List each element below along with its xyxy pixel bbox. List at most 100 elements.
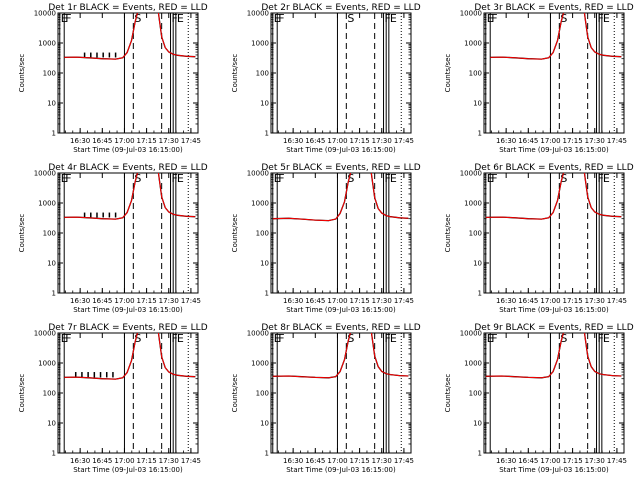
time-marker-label: F (278, 12, 284, 25)
time-marker-label: F (385, 332, 391, 345)
x-tick-label: 16:45 (305, 457, 325, 465)
chart-title: Det 7r BLACK = Events, RED = LLD (48, 323, 207, 333)
x-tick-label: 17:45 (394, 297, 414, 305)
plot-frame (270, 12, 412, 134)
x-tick-label: 16:30 (496, 297, 516, 305)
time-marker-label: F (598, 172, 604, 185)
time-marker-label: F (172, 12, 178, 25)
y-tick-label: 100 (256, 230, 269, 238)
time-marker-label: S (134, 12, 141, 25)
x-tick-label: 16:30 (283, 297, 303, 305)
x-tick-label: 17:30 (372, 137, 392, 145)
y-tick-label: 10000 (247, 170, 269, 178)
y-tick-label: 1 (52, 290, 56, 298)
y-tick-label: 1000 (38, 200, 56, 208)
time-marker-label: E (603, 172, 610, 185)
y-tick-label: 1 (52, 450, 56, 458)
x-tick-label: 17:15 (137, 297, 157, 305)
x-axis-label: Start Time (09-Jul-03 16:15:00) (286, 466, 396, 474)
y-tick-label: 100 (256, 70, 269, 78)
x-tick-label: 17:45 (394, 457, 414, 465)
time-marker-label: F (491, 12, 497, 25)
x-tick-label: 17:00 (114, 137, 134, 145)
x-tick-label: 17:00 (114, 297, 134, 305)
x-tick-label: 17:30 (585, 137, 605, 145)
y-tick-label: 1 (265, 450, 269, 458)
time-marker-label: F (65, 172, 71, 185)
y-tick-label: 10000 (460, 10, 482, 18)
x-tick-label: 16:30 (283, 457, 303, 465)
plot-frame (270, 172, 412, 294)
y-tick-label: 1000 (251, 200, 269, 208)
y-tick-label: 10000 (460, 170, 482, 178)
chart-title: Det 4r BLACK = Events, RED = LLD (48, 163, 207, 173)
x-tick-label: 17:45 (181, 297, 201, 305)
plot-frame (57, 332, 199, 454)
panel-det-8: Det 8r BLACK = Events, RED = LLD 1 10 100 10… (231, 323, 421, 474)
time-marker-label: F (385, 172, 391, 185)
time-marker-label: E (390, 12, 397, 25)
time-marker-label: S (560, 332, 567, 345)
panel-det-6: Det 6r BLACK = Events, RED = LLD 1 10 100 10… (444, 163, 634, 314)
y-axis-label: Counts/sec (444, 54, 452, 93)
y-tick-label: 10000 (247, 10, 269, 18)
x-tick-label: 16:30 (70, 137, 90, 145)
y-axis-label: Counts/sec (18, 54, 26, 93)
chart-title: Det 2r BLACK = Events, RED = LLD (261, 3, 420, 13)
y-tick-label: 1 (52, 130, 56, 138)
time-marker-label: F (172, 332, 178, 345)
y-tick-label: 10 (473, 420, 482, 428)
plot-frame (483, 172, 625, 294)
time-marker-label: S (347, 332, 354, 345)
y-axis-label: Counts/sec (231, 214, 239, 253)
x-tick-label: 16:45 (92, 297, 112, 305)
y-tick-label: 10 (47, 420, 56, 428)
x-axis-label: Start Time (09-Jul-03 16:15:00) (73, 466, 183, 474)
panel-det-1: Det 1r BLACK = Events, RED = LLD 1 10 100 10… (18, 3, 208, 154)
time-marker-label: E (177, 332, 184, 345)
x-axis-label: Start Time (09-Jul-03 16:15:00) (286, 146, 396, 154)
time-marker-label: E (603, 12, 610, 25)
panel-det-2: Det 2r BLACK = Events, RED = LLD 1 10 100 10… (231, 3, 421, 154)
x-tick-label: 17:15 (350, 297, 370, 305)
x-tick-label: 17:45 (394, 137, 414, 145)
y-tick-label: 1000 (251, 360, 269, 368)
x-tick-label: 17:00 (327, 137, 347, 145)
y-tick-label: 1 (265, 130, 269, 138)
x-tick-label: 16:30 (283, 137, 303, 145)
x-axis-label: Start Time (09-Jul-03 16:15:00) (286, 306, 396, 314)
chart-title: Det 6r BLACK = Events, RED = LLD (474, 163, 633, 173)
series-lld-line (272, 333, 409, 379)
x-tick-label: 17:00 (540, 297, 560, 305)
panel-det-4: Det 4r BLACK = Events, RED = LLD 1 10 100 10… (18, 163, 208, 314)
x-axis-label: Start Time (09-Jul-03 16:15:00) (499, 466, 609, 474)
y-axis-label: Counts/sec (18, 374, 26, 413)
y-tick-label: 1 (265, 290, 269, 298)
y-tick-label: 10 (47, 260, 56, 268)
time-marker-label: S (134, 172, 141, 185)
x-tick-label: 17:30 (585, 297, 605, 305)
time-marker-label: F (491, 332, 497, 345)
y-tick-label: 10000 (34, 330, 56, 338)
y-tick-label: 100 (43, 390, 56, 398)
series-lld-line (485, 333, 622, 379)
chart-title: Det 1r BLACK = Events, RED = LLD (48, 3, 207, 13)
y-tick-label: 1000 (464, 360, 482, 368)
y-tick-label: 10000 (247, 330, 269, 338)
panel-det-7: Det 7r BLACK = Events, RED = LLD 1 10 100 10… (18, 323, 208, 474)
x-tick-label: 17:45 (181, 137, 201, 145)
time-marker-label: S (347, 172, 354, 185)
y-tick-label: 10000 (460, 330, 482, 338)
x-axis-label: Start Time (09-Jul-03 16:15:00) (73, 306, 183, 314)
x-tick-label: 17:15 (137, 137, 157, 145)
plot-frame (57, 172, 199, 294)
y-tick-label: 1000 (38, 360, 56, 368)
time-marker-label: F (598, 12, 604, 25)
x-tick-label: 17:00 (114, 457, 134, 465)
x-tick-label: 17:30 (372, 457, 392, 465)
chart-title: Det 5r BLACK = Events, RED = LLD (261, 163, 420, 173)
series-lld-line (64, 173, 196, 220)
x-tick-label: 17:00 (540, 137, 560, 145)
x-tick-label: 16:45 (518, 457, 538, 465)
